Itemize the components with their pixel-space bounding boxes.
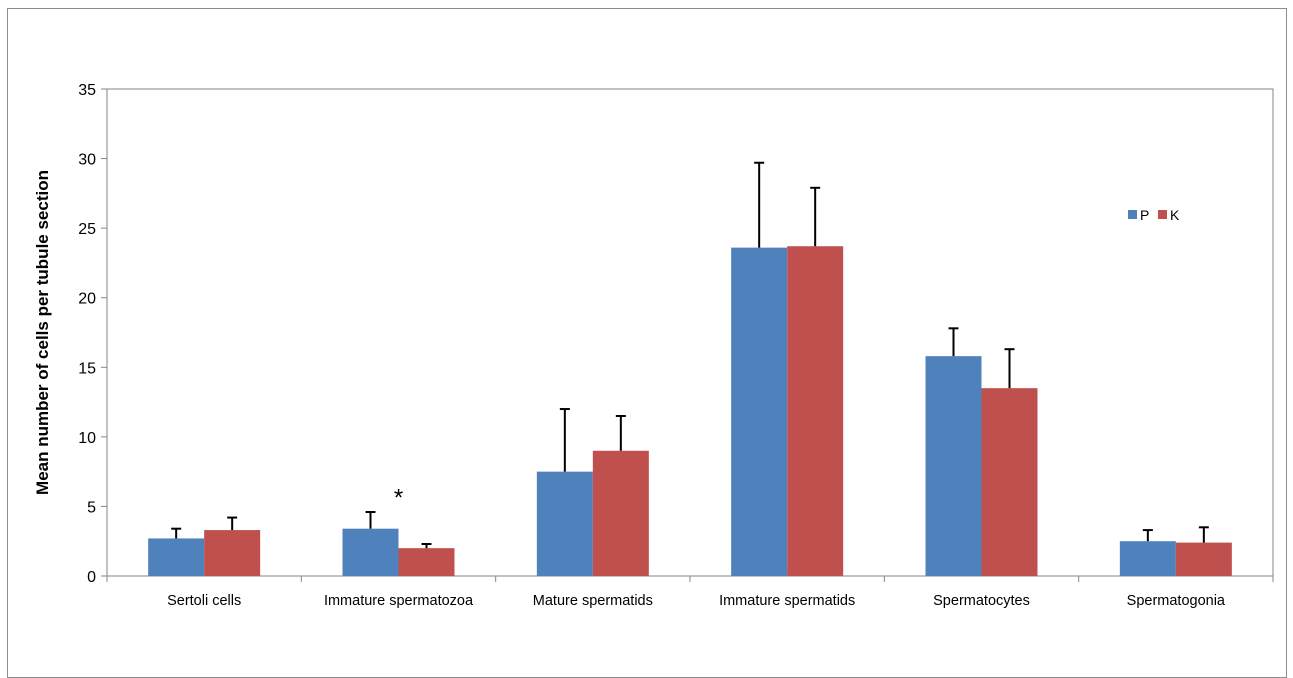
y-tick-label: 5 xyxy=(87,499,96,516)
bar-K xyxy=(787,246,844,576)
bar-P xyxy=(925,356,982,576)
bar-K xyxy=(592,450,649,576)
x-category-label: Mature spermatids xyxy=(533,593,653,609)
axes xyxy=(101,88,1274,582)
y-tick-label: 20 xyxy=(78,291,96,308)
bar-K xyxy=(981,388,1038,576)
bar-P xyxy=(148,538,205,576)
plot-area-border xyxy=(106,88,1274,577)
legend-swatch-P xyxy=(1128,210,1137,219)
y-tick-label: 15 xyxy=(78,360,96,377)
y-tick-label: 30 xyxy=(78,152,96,169)
labels: 0 5 10 15 20 25 30 35 Sertoli cells Immature sper… xyxy=(33,82,1226,609)
y-tick-label: 35 xyxy=(78,82,96,99)
x-category-label: Spermatocytes xyxy=(933,593,1030,609)
bar-K xyxy=(398,548,455,576)
legend-label-P: P xyxy=(1140,207,1149,223)
bar-K xyxy=(204,530,261,576)
bar-P xyxy=(536,471,593,576)
error-bars xyxy=(171,161,1209,549)
y-tick-label: 10 xyxy=(78,430,96,447)
y-axis-label: Mean number of cells per tubule section xyxy=(33,170,52,495)
x-category-label: Sertoli cells xyxy=(167,593,241,609)
bars xyxy=(148,246,1232,576)
legend-swatch-K xyxy=(1158,210,1167,219)
x-category-label: Spermatogonia xyxy=(1127,593,1226,609)
bar-K xyxy=(1175,542,1232,576)
significance-asterisk: * xyxy=(394,484,403,511)
legend-label-K: K xyxy=(1170,207,1180,223)
y-tick-label: 25 xyxy=(78,221,96,238)
bar-P xyxy=(1119,541,1176,576)
bar-P xyxy=(342,528,399,576)
x-category-label: Immature spermatozoa xyxy=(324,593,474,609)
bar-P xyxy=(731,247,788,576)
x-category-label: Immature spermatids xyxy=(719,593,855,609)
y-tick-label: 0 xyxy=(87,569,96,586)
